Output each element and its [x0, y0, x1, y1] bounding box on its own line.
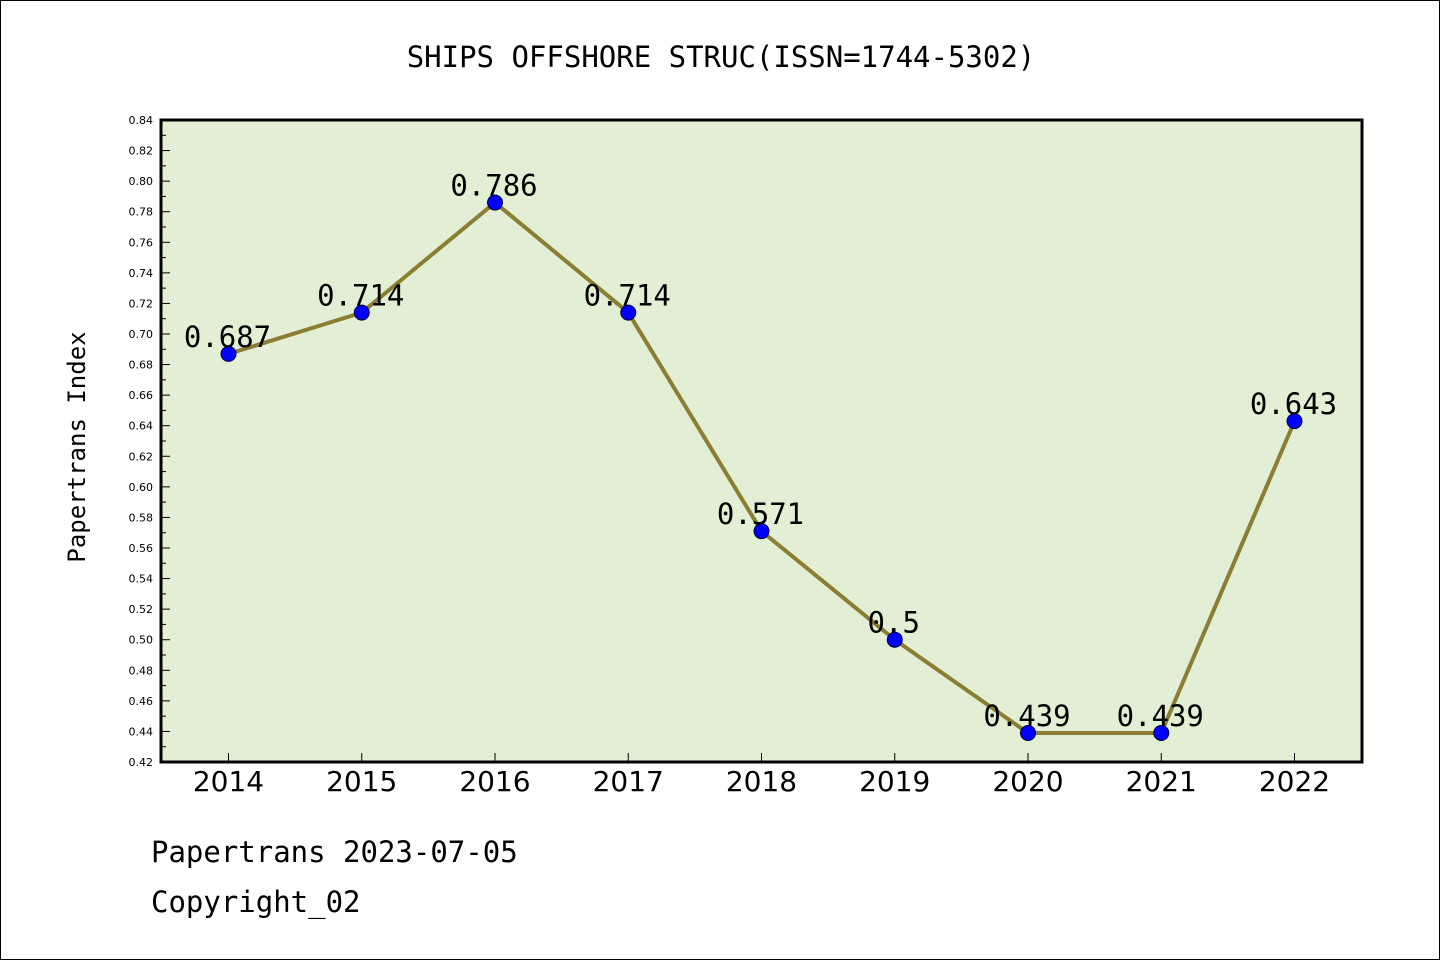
y-tick-label: 0.78	[129, 206, 154, 219]
data-label: 0.714	[317, 279, 404, 313]
y-tick-label: 0.62	[129, 450, 154, 463]
x-tick-label: 2022	[1259, 765, 1330, 798]
y-tick-label: 0.54	[129, 573, 154, 586]
y-tick-label: 0.58	[129, 511, 154, 524]
y-tick-label: 0.82	[129, 145, 154, 158]
data-point	[1286, 413, 1303, 430]
y-tick-label: 0.68	[129, 359, 154, 372]
data-point	[353, 304, 370, 321]
data-label: 0.439	[983, 699, 1070, 733]
x-tick-label: 2014	[193, 765, 264, 798]
data-point	[487, 194, 503, 211]
plot-area	[159, 118, 1364, 764]
x-tick-label: 2021	[1126, 765, 1197, 798]
x-tick-label: 2016	[459, 765, 530, 798]
footer-copyright: Copyright_02	[151, 885, 361, 919]
y-tick-label: 0.70	[129, 328, 154, 341]
data-labels: 0.687 0.714 0.786 0.714 0.571 0.5 0.439 0.439 0.…	[184, 169, 1337, 733]
data-label: 0.439	[1117, 699, 1204, 733]
x-tick-label: 2019	[859, 765, 930, 798]
y-tick-label: 0.52	[129, 603, 154, 616]
y-tick-label: 0.56	[129, 542, 154, 555]
data-label: 0.643	[1250, 387, 1337, 421]
y-tick-label: 0.64	[129, 420, 154, 433]
x-tick-label: 2017	[593, 765, 664, 798]
x-tick-label: 2015	[326, 765, 397, 798]
data-point	[1153, 724, 1170, 741]
axis-ticks: 0.42 0.44 0.46 0.48 0.50 0.52 0.54 0.56 0.58 0.60…	[129, 114, 1331, 798]
y-tick-label: 0.42	[129, 756, 154, 769]
y-tick-label: 0.46	[129, 695, 154, 708]
data-label: 0.687	[184, 320, 271, 354]
y-tick-label: 0.74	[129, 267, 154, 280]
y-tick-label: 0.84	[129, 114, 154, 127]
y-tick-label: 0.48	[129, 664, 154, 677]
data-point	[753, 523, 770, 540]
x-tick-label: 2018	[726, 765, 797, 798]
y-axis-label: Papertrans Index	[63, 331, 91, 562]
data-point	[220, 345, 237, 362]
data-point	[1020, 724, 1036, 741]
y-tick-label: 0.60	[129, 481, 154, 494]
data-label: 0.714	[584, 279, 671, 313]
data-label: 0.786	[450, 169, 537, 203]
data-point	[620, 304, 637, 321]
chart-title: SHIPS OFFSHORE STRUC(ISSN=1744-5302)	[407, 40, 1036, 74]
data-point	[886, 631, 903, 648]
y-tick-label: 0.66	[129, 389, 154, 402]
y-tick-label: 0.80	[129, 175, 154, 188]
data-label: 0.5	[868, 606, 920, 640]
x-tick-label: 2020	[992, 765, 1063, 798]
footer-date: Papertrans 2023-07-05	[151, 835, 518, 869]
series-markers	[220, 194, 1303, 741]
y-tick-label: 0.50	[129, 634, 154, 647]
y-tick-label: 0.76	[129, 236, 154, 249]
y-tick-label: 0.72	[129, 297, 154, 310]
y-tick-label: 0.44	[129, 725, 154, 738]
data-label: 0.571	[717, 497, 804, 531]
